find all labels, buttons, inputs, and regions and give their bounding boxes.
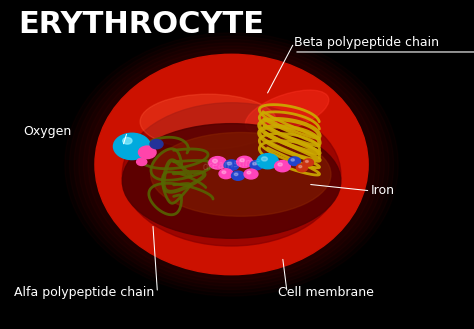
Circle shape: [138, 146, 156, 159]
Circle shape: [274, 161, 291, 172]
Circle shape: [291, 159, 294, 161]
Text: Oxygen: Oxygen: [23, 125, 72, 138]
Circle shape: [296, 164, 308, 172]
Circle shape: [244, 169, 258, 179]
Text: ERYTHROCYTE: ERYTHROCYTE: [18, 10, 264, 39]
Circle shape: [137, 158, 147, 165]
Circle shape: [209, 157, 227, 169]
Circle shape: [234, 173, 238, 176]
Circle shape: [262, 157, 267, 161]
Circle shape: [224, 160, 239, 170]
Ellipse shape: [151, 133, 331, 216]
Circle shape: [253, 163, 256, 165]
Circle shape: [278, 163, 283, 166]
Ellipse shape: [122, 103, 341, 246]
Text: Beta polypeptide chain: Beta polypeptide chain: [294, 36, 439, 49]
Circle shape: [237, 156, 252, 167]
Circle shape: [303, 159, 313, 166]
Circle shape: [289, 157, 301, 165]
Circle shape: [123, 138, 132, 144]
Circle shape: [240, 159, 245, 162]
Text: dreamstime: dreamstime: [202, 157, 261, 172]
Circle shape: [250, 161, 263, 170]
Circle shape: [299, 165, 302, 168]
Text: Iron: Iron: [371, 184, 394, 197]
Circle shape: [222, 171, 226, 174]
Circle shape: [305, 161, 308, 163]
Ellipse shape: [95, 54, 368, 275]
Circle shape: [247, 171, 251, 174]
Circle shape: [219, 169, 233, 179]
Circle shape: [150, 139, 163, 149]
Text: Cell membrane: Cell membrane: [278, 286, 374, 299]
Circle shape: [212, 159, 218, 163]
Ellipse shape: [246, 90, 329, 134]
Text: Alfa polypeptide chain: Alfa polypeptide chain: [14, 286, 154, 299]
Circle shape: [257, 154, 278, 169]
Ellipse shape: [140, 94, 277, 149]
Ellipse shape: [122, 124, 341, 238]
Circle shape: [231, 171, 245, 180]
Circle shape: [227, 162, 231, 165]
Circle shape: [113, 133, 151, 160]
